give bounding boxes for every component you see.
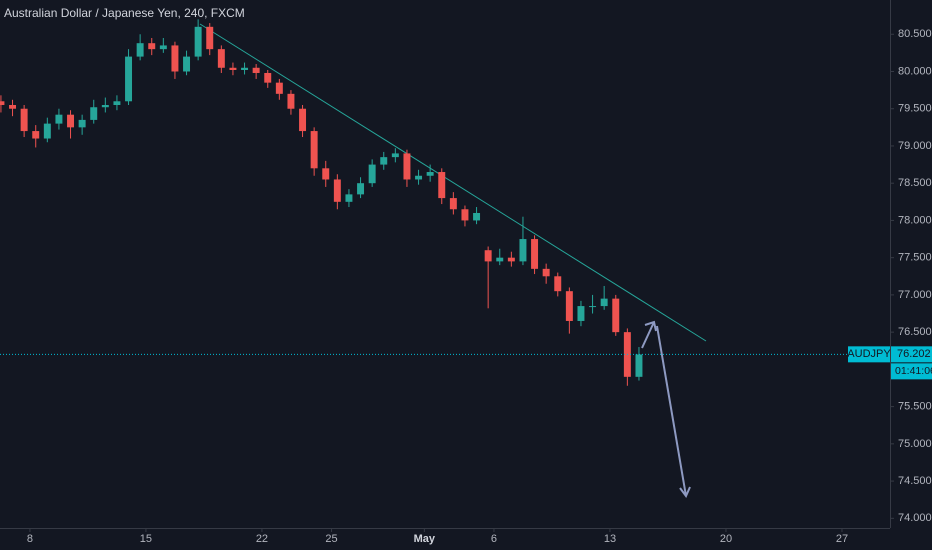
candle-body (600, 298, 608, 307)
arrow-down (656, 325, 687, 497)
candle-body (125, 56, 133, 102)
candle-body (612, 298, 620, 333)
x-tick-label: 6 (491, 533, 497, 545)
candle-body (403, 153, 411, 180)
x-tick-label: 20 (720, 533, 732, 545)
candle-body (113, 101, 121, 106)
y-tick-label: 76.500 (898, 326, 932, 338)
x-tick-label: 15 (140, 533, 152, 545)
chart-title: Australian Dollar / Japanese Yen, 240, F… (4, 6, 245, 20)
candle-body (473, 212, 481, 221)
candle-body (310, 131, 318, 169)
y-tick-label: 75.500 (898, 401, 932, 413)
y-tick-label: 78.000 (898, 214, 932, 226)
candle-body (9, 105, 17, 109)
arrow-up (641, 321, 655, 349)
x-tick-label: 25 (325, 533, 337, 545)
candle-body (264, 72, 272, 83)
x-tick-label: 22 (256, 533, 268, 545)
candle-body (241, 67, 249, 71)
trend-line (199, 23, 707, 342)
candle-body (206, 26, 214, 50)
x-tick-label: 27 (836, 533, 848, 545)
candle-body (171, 45, 179, 72)
candle-body (194, 26, 202, 57)
candle-body (217, 49, 225, 68)
candle-body (0, 101, 5, 106)
candle-body (136, 43, 144, 57)
y-tick-label: 77.000 (898, 289, 932, 301)
candle-body (345, 194, 353, 202)
candle-body (368, 164, 376, 184)
candle-body (391, 153, 399, 158)
candle-body (229, 67, 237, 71)
candle-body (357, 183, 365, 195)
candle-body (148, 43, 156, 50)
candle-body (101, 105, 109, 108)
candle-body (380, 157, 388, 165)
arrow-down-head (679, 486, 691, 498)
y-tick-label: 79.000 (898, 140, 932, 152)
price-label: 76.202 (897, 348, 931, 360)
x-tick-label: 13 (604, 533, 616, 545)
candle-body (183, 56, 191, 72)
candle-body (43, 123, 51, 139)
candle-body (426, 172, 434, 176)
candle-body (252, 67, 260, 73)
x-tick-label: May (414, 533, 436, 545)
candle-body (484, 250, 492, 262)
candle-body (287, 93, 295, 109)
candles (0, 19, 643, 386)
candle-body (322, 168, 330, 180)
candle-body (78, 119, 86, 128)
candle-body (333, 179, 341, 202)
candle-body (159, 45, 167, 50)
countdown-box (891, 363, 932, 380)
candle-body (565, 291, 573, 321)
symbol-label: AUDJPY (847, 348, 891, 360)
candle-body (507, 257, 515, 262)
candle-body (635, 354, 643, 377)
candle-body (55, 114, 63, 124)
candle-body (299, 108, 307, 132)
candle-body (20, 108, 28, 132)
y-tick-label: 77.500 (898, 252, 932, 264)
candle-body (554, 276, 562, 292)
x-tick-label: 8 (27, 533, 33, 545)
y-tick-label: 78.500 (898, 177, 932, 189)
y-tick-label: 79.500 (898, 103, 932, 115)
candle-body (461, 209, 469, 221)
y-tick-label: 74.000 (898, 512, 932, 524)
y-tick-label: 80.500 (898, 28, 932, 40)
symbol-box (848, 346, 890, 363)
candle-body (589, 306, 597, 308)
y-tick-label: 74.500 (898, 475, 932, 487)
candle-body (275, 82, 283, 94)
arrow-up-head (644, 320, 657, 332)
candle-body (531, 239, 539, 269)
candle-body (496, 257, 504, 262)
countdown-label: 01:41:06 (895, 365, 932, 377)
candle-body (438, 172, 446, 199)
candle-body (542, 268, 550, 277)
price-box (891, 346, 932, 363)
y-tick-label: 75.000 (898, 438, 932, 450)
candle-body (67, 114, 75, 128)
candle-body (577, 306, 585, 321)
candle-body (415, 175, 423, 180)
drawings (199, 23, 707, 498)
y-tick-label: 80.000 (898, 65, 932, 77)
candle-body (90, 107, 98, 120)
candle-body (449, 198, 457, 210)
candle-body (519, 239, 527, 262)
candle-body (32, 131, 40, 139)
